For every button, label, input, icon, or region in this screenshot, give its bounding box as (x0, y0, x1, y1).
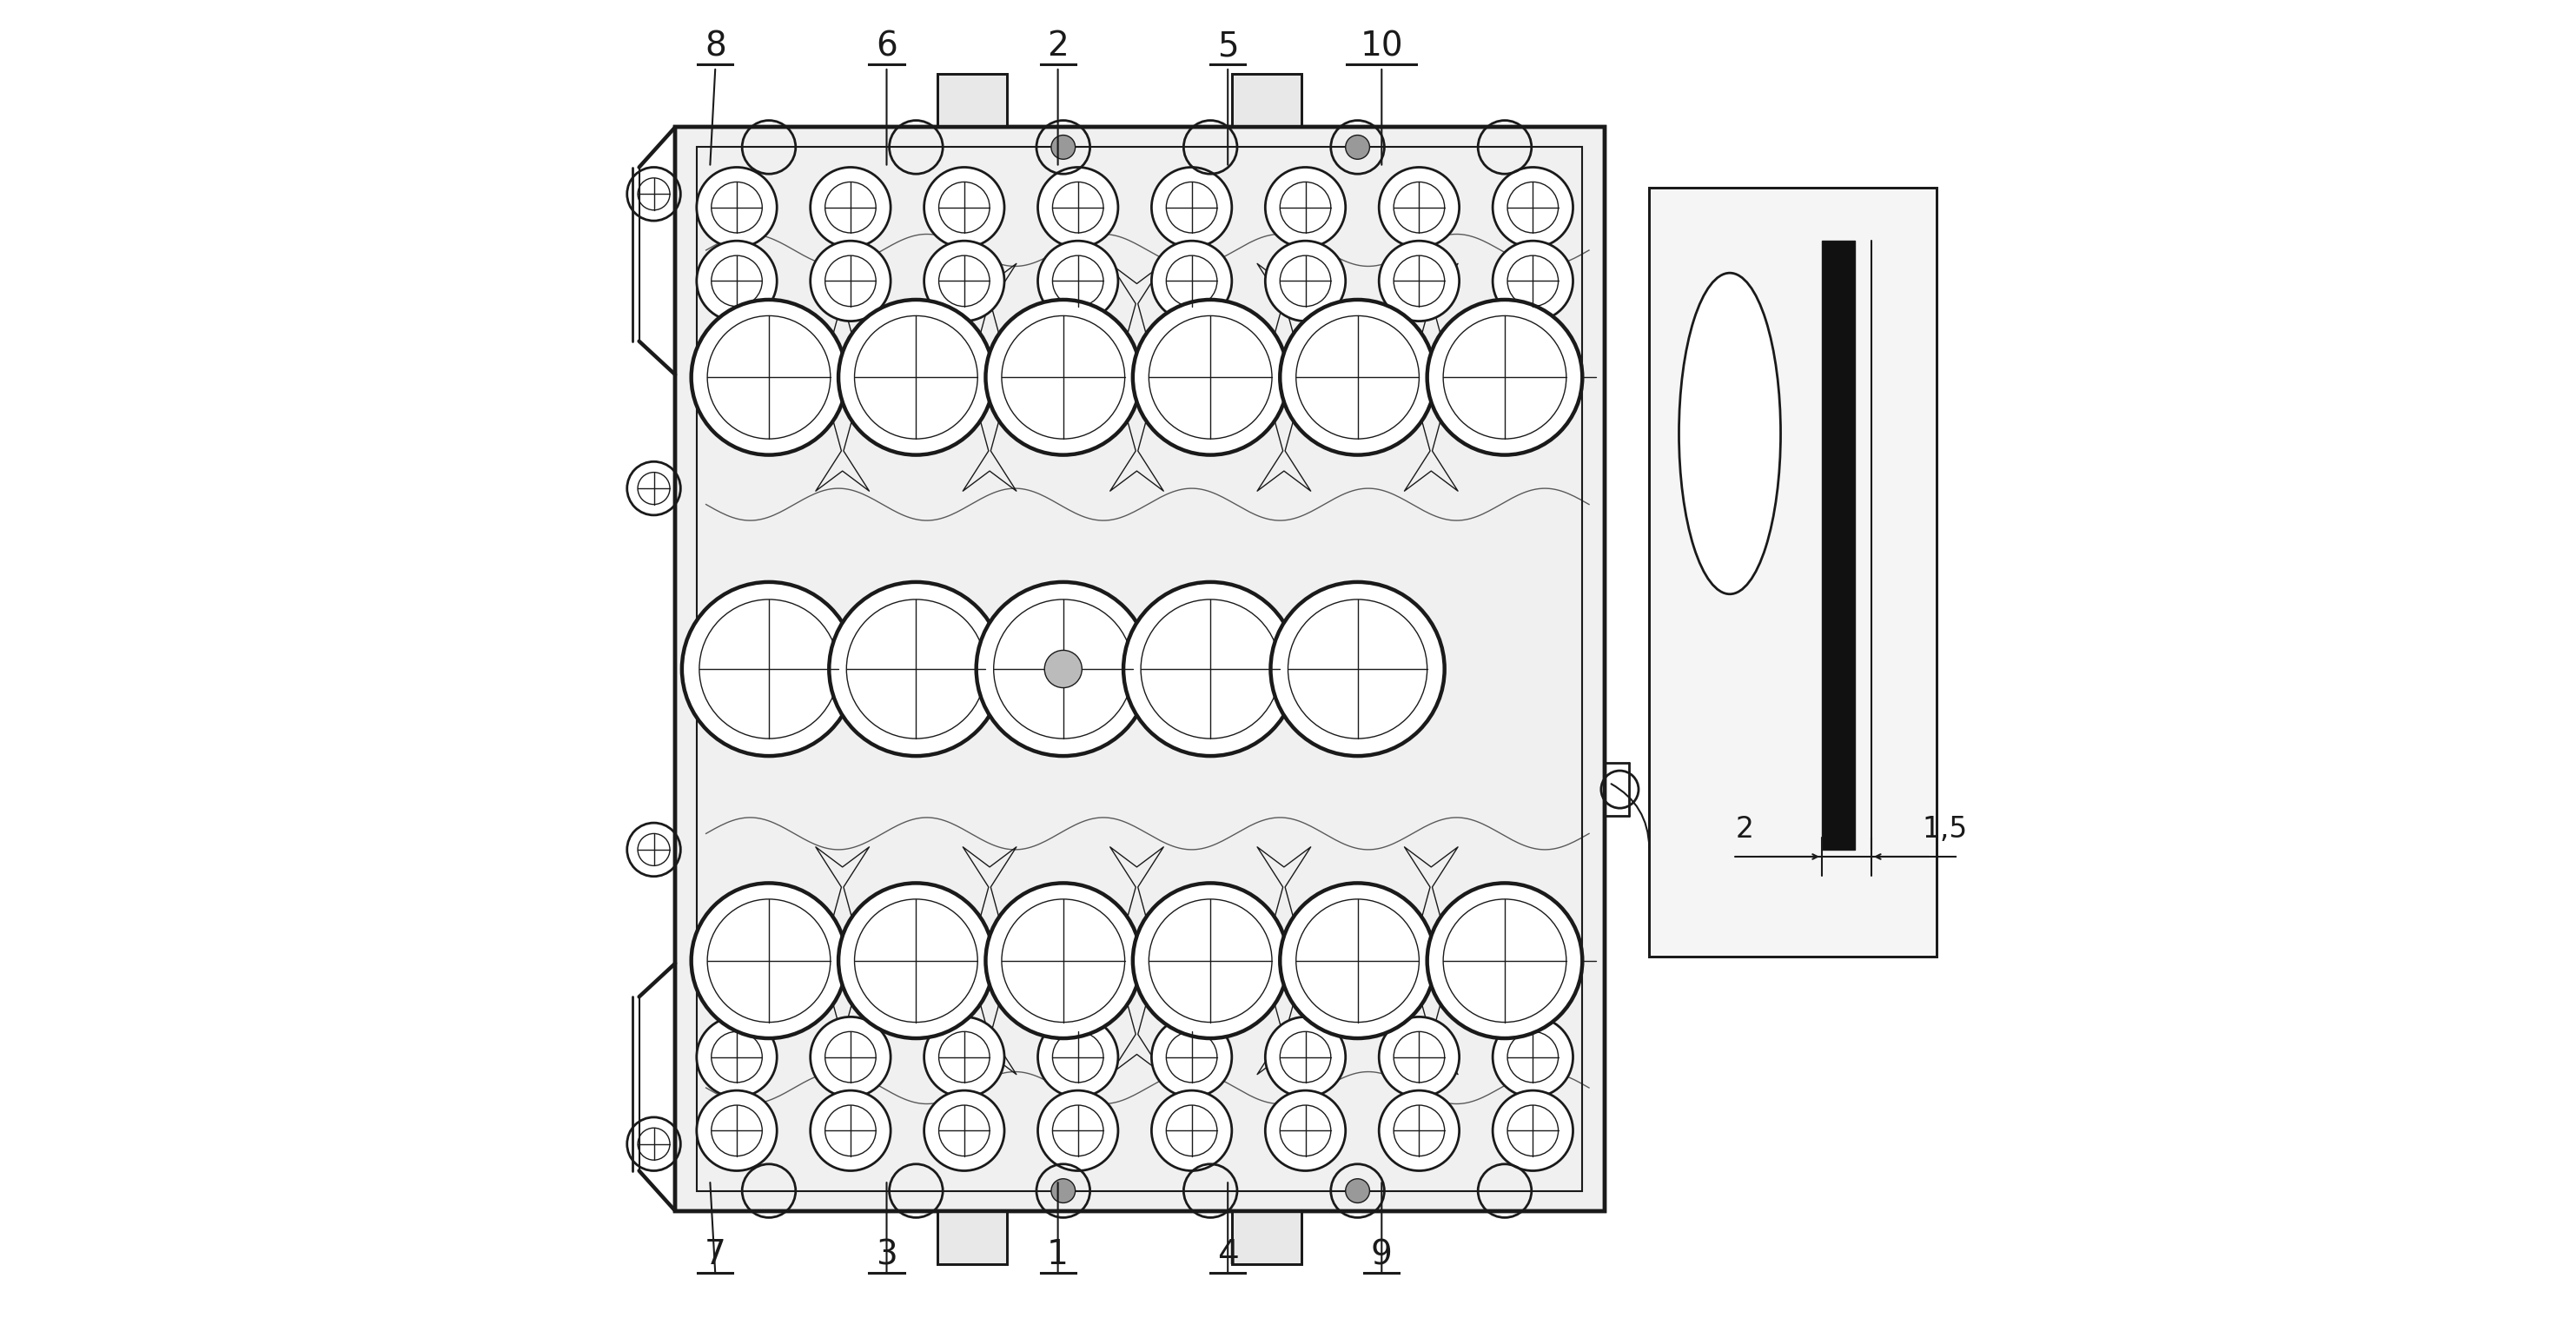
Circle shape (987, 300, 1141, 455)
Text: 7: 7 (706, 1238, 726, 1271)
Circle shape (1038, 167, 1118, 248)
Text: 6: 6 (876, 29, 896, 63)
Circle shape (1265, 1090, 1345, 1171)
Circle shape (1427, 883, 1582, 1038)
Text: 8: 8 (706, 29, 726, 63)
Circle shape (1133, 300, 1288, 455)
Circle shape (925, 1017, 1005, 1097)
Circle shape (837, 883, 994, 1038)
Circle shape (1051, 135, 1074, 159)
Circle shape (976, 582, 1151, 756)
Bar (1231, 1211, 1301, 1264)
Circle shape (1151, 241, 1231, 321)
Circle shape (1280, 300, 1435, 455)
Circle shape (1270, 582, 1445, 756)
Bar (675, 127, 1605, 1211)
Text: 2: 2 (1736, 815, 1754, 843)
Circle shape (811, 1017, 891, 1097)
Bar (938, 74, 1007, 127)
Circle shape (1133, 883, 1288, 1038)
Circle shape (696, 167, 778, 248)
Circle shape (1038, 241, 1118, 321)
Circle shape (837, 300, 994, 455)
Circle shape (1492, 1090, 1574, 1171)
Circle shape (696, 1017, 778, 1097)
Circle shape (1151, 167, 1231, 248)
Text: 4: 4 (1216, 1238, 1239, 1271)
Text: 1,5: 1,5 (1922, 815, 1968, 843)
Bar (696, 147, 1582, 1191)
Circle shape (683, 582, 855, 756)
Circle shape (696, 1090, 778, 1171)
Circle shape (1038, 1017, 1118, 1097)
Circle shape (1151, 1090, 1231, 1171)
Text: 1: 1 (1046, 1238, 1069, 1271)
Bar (1231, 1211, 1301, 1264)
Bar (1649, 187, 1937, 957)
Circle shape (1492, 1017, 1574, 1097)
Ellipse shape (1680, 273, 1780, 594)
Circle shape (1123, 582, 1298, 756)
Circle shape (925, 241, 1005, 321)
Text: 9: 9 (1370, 1238, 1394, 1271)
Circle shape (1151, 1017, 1231, 1097)
Circle shape (690, 883, 848, 1038)
Text: 2: 2 (1046, 29, 1069, 63)
Circle shape (1378, 167, 1458, 248)
Circle shape (1043, 650, 1082, 688)
Bar (938, 1211, 1007, 1264)
Bar (938, 1211, 1007, 1264)
Circle shape (1427, 300, 1582, 455)
Circle shape (925, 1090, 1005, 1171)
Circle shape (1345, 135, 1370, 159)
Circle shape (1038, 1090, 1118, 1171)
Circle shape (829, 582, 1002, 756)
Circle shape (1345, 1179, 1370, 1203)
Circle shape (1378, 241, 1458, 321)
Text: 5: 5 (1216, 29, 1239, 63)
Circle shape (1265, 1017, 1345, 1097)
Circle shape (1378, 1090, 1458, 1171)
Bar (1231, 74, 1301, 127)
Bar (1231, 74, 1301, 127)
Circle shape (811, 241, 891, 321)
Bar (938, 74, 1007, 127)
Circle shape (811, 1090, 891, 1171)
Bar (1821, 241, 1855, 850)
Circle shape (1265, 241, 1345, 321)
Circle shape (1265, 167, 1345, 248)
Circle shape (811, 167, 891, 248)
Bar (675, 127, 1605, 1211)
Text: 3: 3 (876, 1238, 896, 1271)
Circle shape (987, 883, 1141, 1038)
Circle shape (690, 300, 848, 455)
Bar (1649, 187, 1937, 957)
Circle shape (1378, 1017, 1458, 1097)
Circle shape (925, 167, 1005, 248)
Circle shape (1492, 167, 1574, 248)
Circle shape (1280, 883, 1435, 1038)
Circle shape (696, 241, 778, 321)
Circle shape (1051, 1179, 1074, 1203)
Circle shape (1492, 241, 1574, 321)
Text: 10: 10 (1360, 29, 1404, 63)
